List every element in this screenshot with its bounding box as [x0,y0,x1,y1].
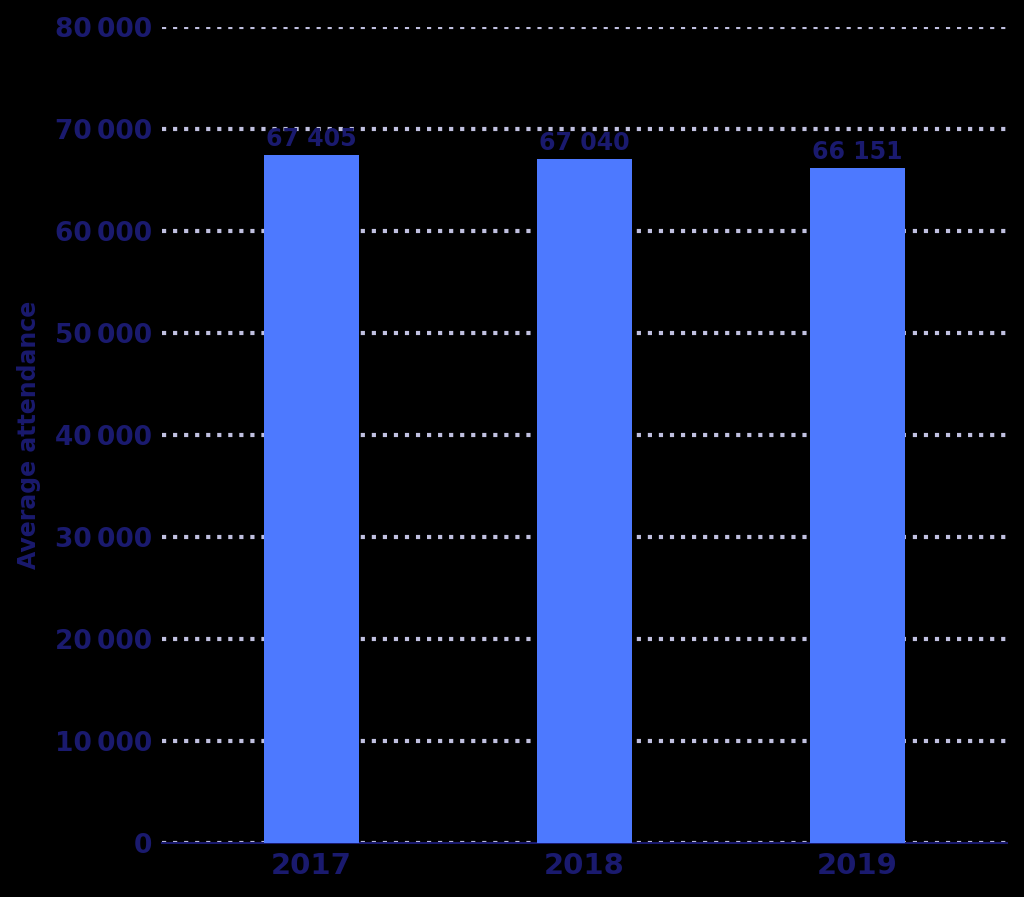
Text: 67 405: 67 405 [266,127,357,151]
Y-axis label: Average attendance: Average attendance [16,300,41,569]
Bar [537,159,632,842]
Bar [264,155,359,842]
Bar [810,168,905,842]
Text: 67 040: 67 040 [539,131,630,155]
Text: 66 151: 66 151 [812,140,902,164]
